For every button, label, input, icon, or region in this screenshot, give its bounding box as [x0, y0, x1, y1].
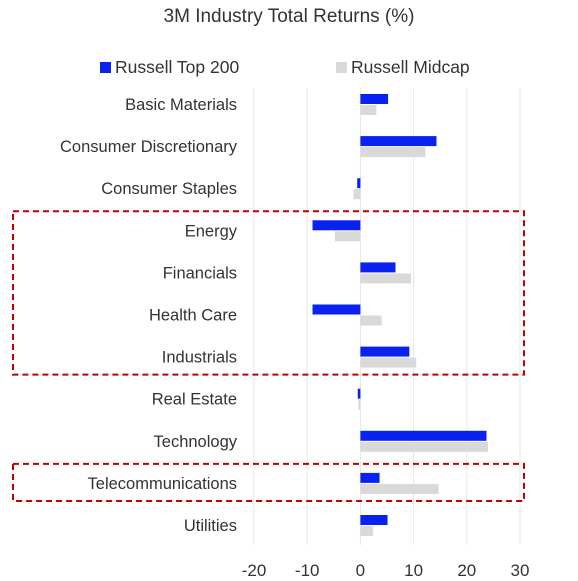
bar-russell-midcap-technology: [360, 441, 489, 452]
legend-swatch-russell-top-200: [100, 62, 111, 73]
category-label-utilities: Utilities: [184, 517, 237, 535]
bar-russell-midcap-consumer-staples: [353, 189, 361, 200]
highlight-box-2: [12, 462, 525, 502]
bars: [312, 94, 489, 536]
category-label-telecommunications: Telecommunications: [88, 475, 237, 493]
bar-russell-midcap-consumer-discretionary: [360, 147, 426, 158]
bar-russell-top-200-health-care: [312, 304, 361, 315]
category-label-consumer-staples: Consumer Staples: [101, 180, 237, 198]
legend-label-russell-midcap: Russell Midcap: [351, 57, 470, 77]
bar-russell-top-200-real-estate: [357, 388, 361, 399]
x-axis-ticks: -20 -10 0 10 20 30: [242, 561, 530, 580]
legend-label-russell-top-200: Russell Top 200: [115, 57, 239, 77]
bar-russell-top-200-telecommunications: [360, 472, 380, 483]
bar-russell-midcap-utilities: [360, 526, 374, 536]
category-label-real-estate: Real Estate: [152, 391, 237, 409]
highlight-box-1: [12, 210, 525, 376]
bar-russell-midcap-health-care: [360, 315, 382, 326]
bar-russell-midcap-basic-materials: [360, 105, 377, 115]
bar-russell-midcap-energy: [334, 231, 361, 242]
highlight-boxes: [12, 210, 525, 502]
x-tick-label-20: 20: [457, 561, 476, 580]
bar-russell-midcap-real-estate: [358, 399, 361, 410]
category-label-industrials: Industrials: [162, 349, 237, 367]
bar-russell-top-200-utilities: [360, 515, 388, 525]
x-tick-label-20: -20: [242, 561, 267, 580]
bar-russell-midcap-telecommunications: [360, 483, 439, 494]
chart-title: 3M Industry Total Returns (%): [164, 6, 415, 27]
category-label-basic-materials: Basic Materials: [125, 96, 237, 114]
bar-russell-top-200-industrials: [360, 346, 410, 357]
legend-swatch-russell-midcap: [336, 62, 347, 73]
category-label-energy: Energy: [185, 222, 238, 240]
bar-russell-top-200-basic-materials: [360, 94, 389, 104]
bar-russell-top-200-energy: [312, 220, 361, 231]
bar-russell-top-200-financials: [360, 262, 396, 273]
bar-russell-midcap-financials: [360, 273, 411, 284]
bar-russell-top-200-consumer-staples: [357, 178, 361, 189]
bar-russell-top-200-consumer-discretionary: [360, 136, 437, 147]
bar-russell-midcap-industrials: [360, 357, 417, 368]
x-tick-label-10: -10: [295, 561, 320, 580]
x-tick-label-0: 0: [356, 561, 365, 580]
legend: Russell Top 200 Russell Midcap: [100, 57, 470, 77]
category-labels: Basic Materials Consumer Discretionary Con…: [60, 96, 238, 535]
category-label-consumer-discretionary: Consumer Discretionary: [60, 138, 238, 156]
bar-russell-top-200-technology: [360, 430, 487, 441]
x-tick-label-10: 10: [404, 561, 423, 580]
category-label-financials: Financials: [163, 264, 237, 282]
x-tick-label-30: 30: [511, 561, 530, 580]
category-label-health-care: Health Care: [149, 307, 237, 325]
category-label-technology: Technology: [154, 433, 238, 451]
